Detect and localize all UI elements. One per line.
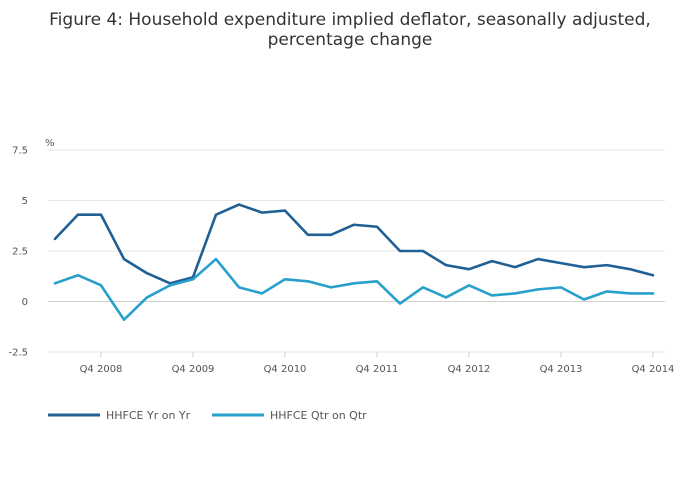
x-tick-label: Q4 2008 — [80, 364, 123, 375]
y-tick-label: 5 — [22, 196, 28, 207]
legend[interactable]: HHFCE Yr on Yr HHFCE Qtr on Qtr — [48, 409, 367, 422]
legend-label[interactable]: HHFCE Qtr on Qtr — [270, 409, 367, 422]
x-tick-label: Q4 2012 — [448, 364, 491, 375]
series-line-qtr-on-qtr[interactable] — [53, 257, 655, 321]
grid-layer — [48, 149, 665, 353]
x-tick-label: Q4 2014 — [632, 364, 675, 375]
x-tick-label: Q4 2013 — [540, 364, 583, 375]
chart-title-line-2: percentage change — [268, 30, 433, 50]
x-tick-label: Q4 2010 — [264, 364, 307, 375]
legend-label[interactable]: HHFCE Yr on Yr — [106, 409, 191, 422]
series-line-yr-on-yr[interactable] — [53, 203, 655, 285]
y-axis-unit-label: % — [45, 138, 55, 149]
y-tick-label: 2.5 — [12, 247, 28, 258]
y-tick-label: 7.5 — [12, 146, 28, 157]
chart-title-line-1: Figure 4: Household expenditure implied … — [49, 10, 651, 30]
x-axis: Q4 2008 Q4 2009 Q4 2010 Q4 2011 Q4 2012 Q4 20… — [80, 352, 675, 375]
y-tick-label: -2.5 — [8, 348, 28, 359]
x-tick-label: Q4 2009 — [172, 364, 215, 375]
series-layer — [53, 203, 655, 321]
x-tick-label: Q4 2011 — [356, 364, 399, 375]
y-tick-label: 0 — [22, 297, 28, 308]
y-axis: -2.5 0 2.5 5 7.5 — [8, 146, 28, 359]
